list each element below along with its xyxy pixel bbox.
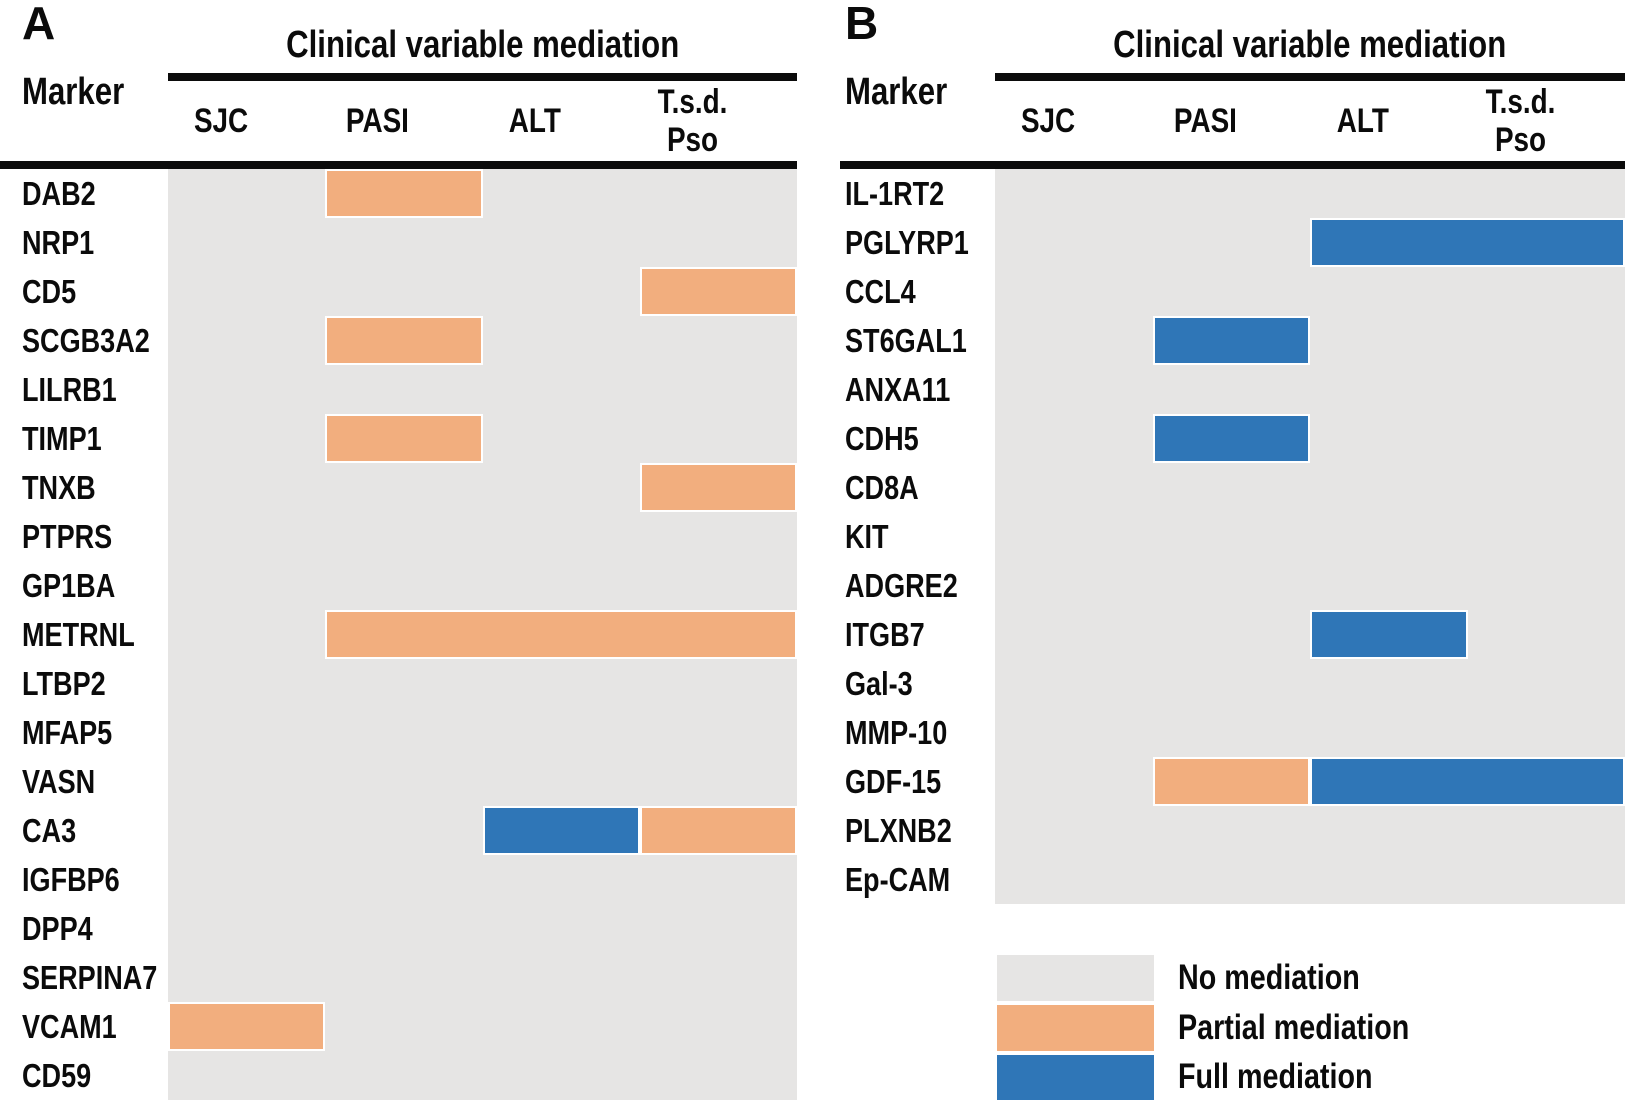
marker-label-cd59: CD59 xyxy=(22,1056,92,1094)
marker-label-metrnl: METRNL xyxy=(22,615,135,653)
marker-label-vasn: VASN xyxy=(22,762,96,800)
column-header-pasi: PASI xyxy=(1153,81,1311,161)
marker-label-vcam1: VCAM1 xyxy=(22,1007,117,1045)
legend-swatch-partial-mediation xyxy=(995,1002,1156,1053)
marker-label-anxa11: ANXA11 xyxy=(845,370,951,408)
legend: No mediation Partial mediation Full medi… xyxy=(995,953,1460,1103)
marker-label-lilrb1: LILRB1 xyxy=(22,370,117,408)
marker-label-ccl4: CCL4 xyxy=(845,272,916,310)
column-header-pasi-text: PASI xyxy=(346,102,410,140)
mediation-cell-full-cdh5 xyxy=(1152,414,1310,463)
mediation-cell-partial-cd5 xyxy=(639,267,797,316)
column-header-tsd-pso-text: T.s.d. Pso xyxy=(1485,83,1556,159)
legend-label-partial-mediation: Partial mediation xyxy=(1178,1007,1410,1047)
marker-label-mmp-10: MMP-10 xyxy=(845,713,948,751)
mediation-cell-full-itgb7 xyxy=(1310,610,1468,659)
legend-label-no-mediation: No mediation xyxy=(1178,957,1360,997)
column-header-sjc: SJC xyxy=(995,81,1153,161)
mediation-cell-partial-ca3 xyxy=(639,806,797,855)
marker-label-nrp1: NRP1 xyxy=(22,223,95,261)
mediation-cell-partial-gdf-15 xyxy=(1152,757,1310,806)
panel-b-letter: B xyxy=(845,0,879,49)
column-header-tsd-pso: T.s.d. Pso xyxy=(1468,81,1625,161)
marker-label-igfbp6: IGFBP6 xyxy=(22,860,120,898)
marker-label-scgb3a2: SCGB3A2 xyxy=(22,321,150,359)
marker-label-serpina7: SERPINA7 xyxy=(22,958,158,996)
column-header-tsd-pso-text: T.s.d. Pso xyxy=(657,83,728,159)
mediation-cell-partial-tnxb xyxy=(639,463,797,512)
mediation-cell-full-ca3 xyxy=(482,806,640,855)
column-header-alt: ALT xyxy=(483,81,640,161)
legend-swatch-full-mediation xyxy=(995,1052,1156,1103)
marker-label-tnxb: TNXB xyxy=(22,468,96,506)
marker-label-ltbp2: LTBP2 xyxy=(22,664,106,702)
column-header-alt: ALT xyxy=(1310,81,1468,161)
column-header-pasi-text: PASI xyxy=(1173,102,1237,140)
panel-a-heatmap-grid xyxy=(168,169,797,1100)
column-header-alt-text: ALT xyxy=(509,102,562,140)
panel-b-marker-header: Marker xyxy=(845,71,948,113)
column-header-sjc-text: SJC xyxy=(193,102,248,140)
legend-item-no-mediation: No mediation xyxy=(995,953,1460,1003)
panel-b-header-rule-bottom xyxy=(840,161,1625,169)
marker-label-gp1ba: GP1BA xyxy=(22,566,116,604)
marker-label-il-1rt2: IL-1RT2 xyxy=(845,174,945,212)
legend-label-full-mediation: Full mediation xyxy=(1178,1057,1373,1097)
marker-label-adgre2: ADGRE2 xyxy=(845,566,958,604)
panel-b-title-text: Clinical variable mediation xyxy=(1113,23,1507,66)
marker-label-ep-cam: Ep-CAM xyxy=(845,860,951,898)
column-header-alt-text: ALT xyxy=(1336,102,1389,140)
panel-a-header-rule-top xyxy=(168,73,797,81)
panel-a-title: Clinical variable mediation xyxy=(168,22,797,68)
panel-b-header-rule-top xyxy=(995,73,1625,81)
mediation-cell-full-st6gal1 xyxy=(1152,316,1310,365)
mediation-cell-partial-vcam1 xyxy=(168,1002,326,1051)
marker-label-ptprs: PTPRS xyxy=(22,517,113,555)
column-header-sjc-text: SJC xyxy=(1020,102,1075,140)
panel-a-marker-header: Marker xyxy=(22,71,125,113)
panel-b-heatmap-grid xyxy=(995,169,1625,904)
legend-swatch-no-mediation xyxy=(995,953,1156,1003)
marker-label-gdf-15: GDF-15 xyxy=(845,762,942,800)
marker-label-plxnb2: PLXNB2 xyxy=(845,811,952,849)
marker-label-ca3: CA3 xyxy=(22,811,77,849)
column-header-tsd-pso: T.s.d. Pso xyxy=(640,81,797,161)
panel-a-title-text: Clinical variable mediation xyxy=(285,23,680,66)
marker-label-dpp4: DPP4 xyxy=(22,909,93,947)
mediation-cell-partial-scgb3a2 xyxy=(325,316,483,365)
marker-label-dab2: DAB2 xyxy=(22,174,96,212)
marker-label-cdh5: CDH5 xyxy=(845,419,919,457)
marker-label-cd5: CD5 xyxy=(22,272,77,310)
marker-label-cd8a: CD8A xyxy=(845,468,919,506)
panel-b-title: Clinical variable mediation xyxy=(995,22,1625,68)
mediation-cell-full-gdf-15 xyxy=(1310,757,1625,806)
panel-b: B Clinical variable mediation Marker SJC… xyxy=(820,0,1625,1104)
marker-label-kit: KIT xyxy=(845,517,889,555)
marker-label-gal-3: Gal-3 xyxy=(845,664,913,702)
marker-label-timp1: TIMP1 xyxy=(22,419,102,457)
mediation-cell-partial-metrnl xyxy=(325,610,797,659)
mediation-cell-full-pglyrp1 xyxy=(1310,218,1625,267)
marker-label-mfap5: MFAP5 xyxy=(22,713,113,751)
marker-label-itgb7: ITGB7 xyxy=(845,615,925,653)
legend-item-partial-mediation: Partial mediation xyxy=(995,1002,1460,1053)
panel-a-column-headers: SJC PASI ALT T.s.d. Pso xyxy=(168,81,797,161)
mediation-cell-partial-timp1 xyxy=(325,414,483,463)
panel-a-letter: A xyxy=(22,0,56,49)
panel-a: A Clinical variable mediation Marker SJC… xyxy=(0,0,812,1104)
panel-a-header-rule-bottom xyxy=(0,161,797,169)
marker-label-st6gal1: ST6GAL1 xyxy=(845,321,967,359)
legend-item-full-mediation: Full mediation xyxy=(995,1052,1460,1103)
column-header-pasi: PASI xyxy=(325,81,482,161)
column-header-sjc: SJC xyxy=(168,81,325,161)
panel-b-column-headers: SJC PASI ALT T.s.d. Pso xyxy=(995,81,1625,161)
marker-label-pglyrp1: PGLYRP1 xyxy=(845,223,969,261)
mediation-cell-partial-dab2 xyxy=(325,169,483,218)
